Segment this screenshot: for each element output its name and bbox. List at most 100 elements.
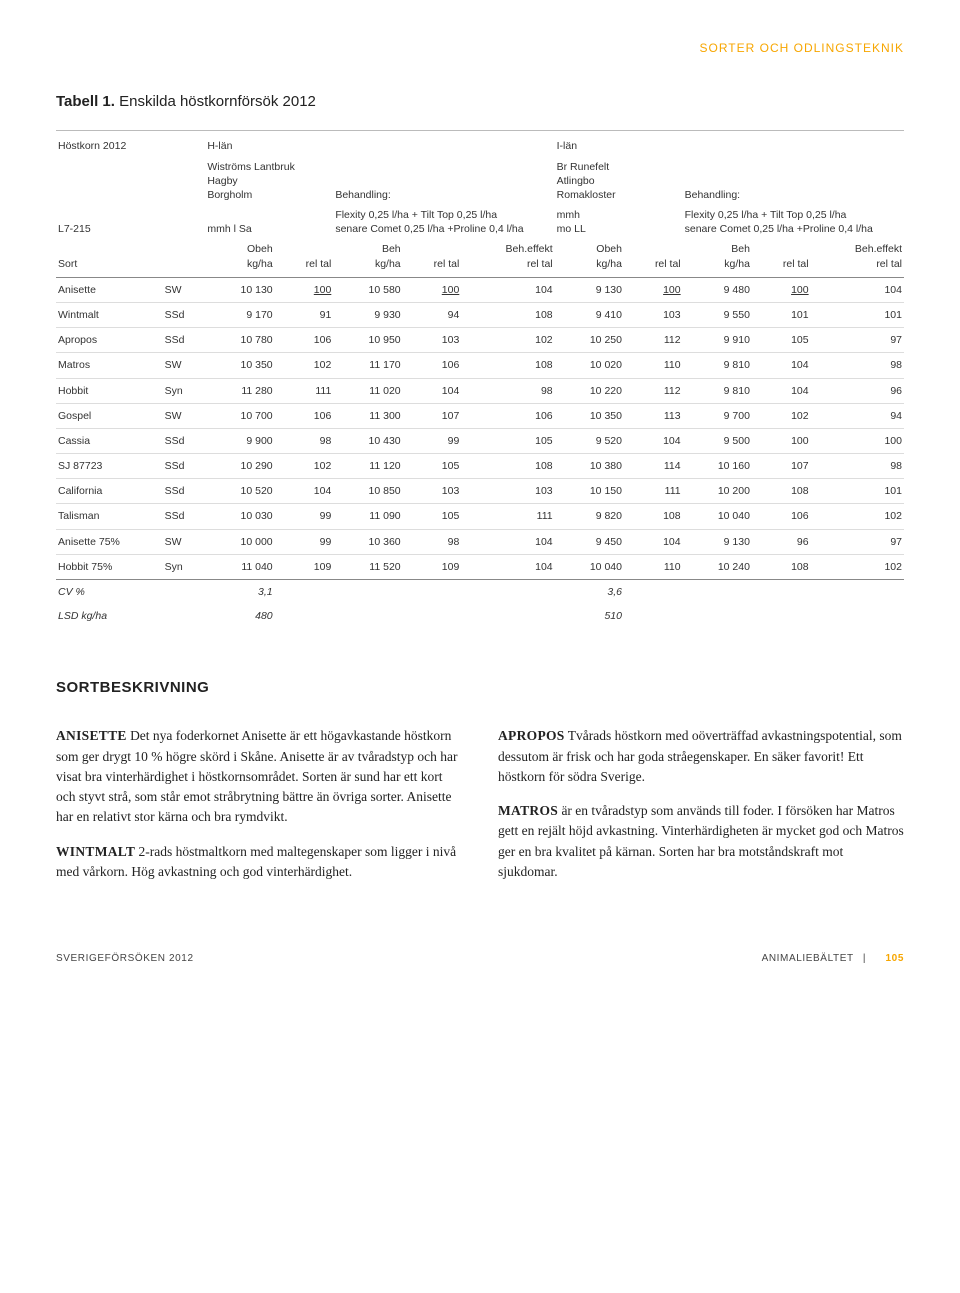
cell: 103 xyxy=(403,479,462,504)
table-row: HobbitSyn11 28011111 0201049810 2201129 … xyxy=(56,378,904,403)
cell: 104 xyxy=(275,479,334,504)
cell: 102 xyxy=(811,504,904,529)
th-treatI: Flexity 0,25 l/ha + Tilt Top 0,25 l/ha s… xyxy=(683,205,904,239)
cell: 104 xyxy=(624,428,683,453)
cell: 101 xyxy=(811,479,904,504)
cell: SSd xyxy=(163,504,206,529)
cell: 9 450 xyxy=(555,529,624,554)
cell: 10 240 xyxy=(683,554,752,579)
th-sort: Sort xyxy=(56,239,163,277)
th-obeh-i: Obehkg/ha xyxy=(555,239,624,277)
cell: 112 xyxy=(624,378,683,403)
cell: SW xyxy=(163,277,206,302)
cell: 97 xyxy=(811,328,904,353)
th-rel4: rel tal xyxy=(752,239,811,277)
cell: 104 xyxy=(403,378,462,403)
body-columns: ANISETTE Det nya foderkornet Anisette är… xyxy=(56,726,904,896)
cell: 9 550 xyxy=(683,302,752,327)
cell: 10 350 xyxy=(555,403,624,428)
cell: SSd xyxy=(163,302,206,327)
cell: 94 xyxy=(403,302,462,327)
cell: 10 220 xyxy=(555,378,624,403)
cell: 106 xyxy=(752,504,811,529)
th-title: Höstkorn 2012 xyxy=(56,131,205,157)
cell: 99 xyxy=(403,428,462,453)
cell: 9 910 xyxy=(683,328,752,353)
cell: SW xyxy=(163,529,206,554)
cell: 103 xyxy=(461,479,554,504)
cell: 10 580 xyxy=(333,277,402,302)
cell: 510 xyxy=(555,604,624,628)
cell: 96 xyxy=(752,529,811,554)
cell: SSd xyxy=(163,479,206,504)
cell: 10 150 xyxy=(555,479,624,504)
cell: 11 280 xyxy=(205,378,274,403)
cell: 102 xyxy=(811,554,904,579)
cell: 11 120 xyxy=(333,454,402,479)
cell: 100 xyxy=(275,277,334,302)
cell: 10 850 xyxy=(333,479,402,504)
cell: 98 xyxy=(403,529,462,554)
table-row: WintmaltSSd9 170919 930941089 4101039 55… xyxy=(56,302,904,327)
cell: 10 000 xyxy=(205,529,274,554)
th-eff-i: Beh.effektrel tal xyxy=(811,239,904,277)
cell: 109 xyxy=(275,554,334,579)
cell: 104 xyxy=(752,378,811,403)
cell: 9 480 xyxy=(683,277,752,302)
cell: 112 xyxy=(624,328,683,353)
cell: Syn xyxy=(163,378,206,403)
cell: 9 930 xyxy=(333,302,402,327)
cell: Apropos xyxy=(56,328,163,353)
cell: 100 xyxy=(624,277,683,302)
cell: 110 xyxy=(624,554,683,579)
table-foot-row: LSD kg/ha480510 xyxy=(56,604,904,628)
th-code: L7-215 xyxy=(56,205,163,239)
cell: 9 820 xyxy=(555,504,624,529)
cell: 105 xyxy=(403,454,462,479)
cell: Cassia xyxy=(56,428,163,453)
cell: 106 xyxy=(403,353,462,378)
cell: 111 xyxy=(624,479,683,504)
cell: 10 290 xyxy=(205,454,274,479)
th-behH: Behandling: xyxy=(333,157,554,206)
cell: 9 170 xyxy=(205,302,274,327)
table-row: AproposSSd10 78010610 95010310210 250112… xyxy=(56,328,904,353)
cell: 98 xyxy=(275,428,334,453)
cell: Matros xyxy=(56,353,163,378)
cell: 105 xyxy=(752,328,811,353)
cell: 99 xyxy=(275,504,334,529)
cell: 108 xyxy=(752,479,811,504)
cell: 108 xyxy=(624,504,683,529)
th-rel1: rel tal xyxy=(275,239,334,277)
page-header: SORTER OCH ODLINGSTEKNIK xyxy=(56,40,904,56)
th-farmH: Wiströms Lantbruk Hagby Borgholm xyxy=(205,157,333,206)
cell: 108 xyxy=(752,554,811,579)
cell: 10 160 xyxy=(683,454,752,479)
cell: 111 xyxy=(275,378,334,403)
cell: 11 170 xyxy=(333,353,402,378)
data-table: Höstkorn 2012 H-län I-län Wiströms Lantb… xyxy=(56,130,904,628)
cell: 10 030 xyxy=(205,504,274,529)
cell: 106 xyxy=(461,403,554,428)
cell: 10 040 xyxy=(683,504,752,529)
cell: 9 700 xyxy=(683,403,752,428)
cell: 96 xyxy=(811,378,904,403)
cell: 104 xyxy=(811,277,904,302)
col-left: ANISETTE Det nya foderkornet Anisette är… xyxy=(56,726,462,896)
table-row: SJ 87723SSd10 29010211 12010510810 38011… xyxy=(56,454,904,479)
cell: 480 xyxy=(205,604,274,628)
col-right: APROPOS Tvårads höstkorn med oöverträf­f… xyxy=(498,726,904,896)
cell: 98 xyxy=(811,454,904,479)
cell: SSd xyxy=(163,328,206,353)
cell: 10 950 xyxy=(333,328,402,353)
cell: SW xyxy=(163,403,206,428)
cell: Hobbit 75% xyxy=(56,554,163,579)
cell: Anisette 75% xyxy=(56,529,163,554)
cell: 103 xyxy=(624,302,683,327)
cell: 104 xyxy=(624,529,683,554)
cell: 102 xyxy=(752,403,811,428)
cell: 104 xyxy=(461,277,554,302)
cell: 9 130 xyxy=(683,529,752,554)
para-apropos: APROPOS Tvårads höstkorn med oöverträf­f… xyxy=(498,726,904,787)
cell: 11 020 xyxy=(333,378,402,403)
